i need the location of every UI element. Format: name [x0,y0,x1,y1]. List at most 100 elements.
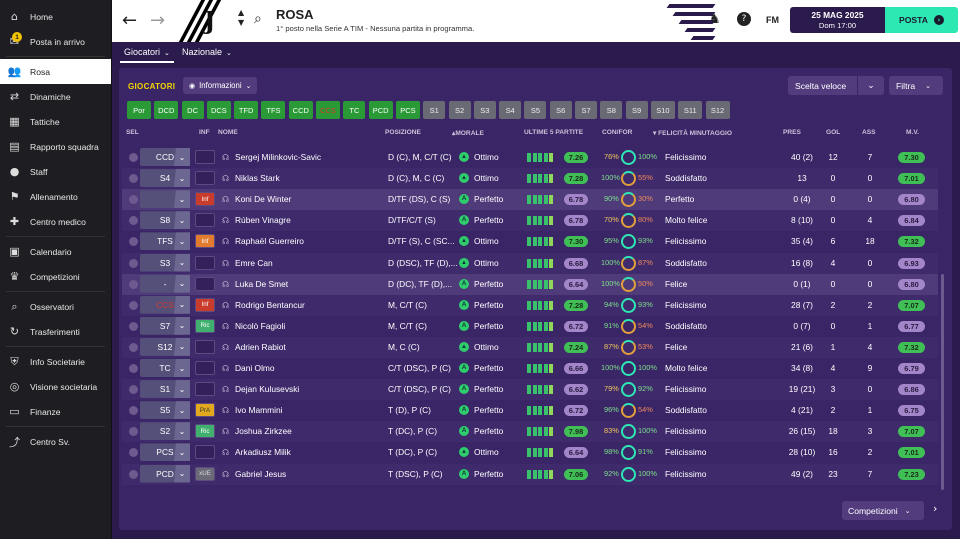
chevron-down-icon[interactable]: ⌄ [174,190,190,209]
club-badge-icon[interactable]: ♞ [709,12,721,27]
chevron-down-icon[interactable]: ⌄ [174,295,190,314]
position-filter-por[interactable]: Por [127,101,151,119]
position-filter-tfd[interactable]: TFD [234,101,259,119]
chevron-down-icon[interactable]: ⌄ [174,211,190,230]
col-ass[interactable]: ASS [862,129,876,136]
player-name[interactable]: Gabriel Jesus [235,468,287,479]
position-filter-s9[interactable]: S9 [625,101,648,119]
position-filter-s11[interactable]: S11 [678,101,703,119]
select-radio[interactable] [129,385,138,395]
sidebar-item-calendario[interactable]: ▣ Calendario [0,239,111,264]
filter-button[interactable]: Filtra ⌄ [889,76,943,95]
help-icon[interactable]: ? [737,12,751,26]
player-name[interactable]: Nicolò Fagioli [235,320,286,331]
table-row[interactable]: S5 ⌄ PrA ☊ Ivo Mammini T (D), P (C) A Perfetto 6… [122,400,938,421]
sidebar-item-allenamento[interactable]: ⚑ Allenamento [0,184,111,209]
position-filter-s6[interactable]: S6 [549,101,572,119]
table-row[interactable]: S3 ⌄ ☊ Emre Can D (DSC), TF (D),... ▲ Ottimo 6.… [122,252,938,274]
select-radio[interactable] [129,153,138,162]
select-radio[interactable] [129,342,138,352]
posta-button[interactable]: POSTA › [885,7,958,33]
sidebar-item-competizioni[interactable]: ♛ Competizioni [0,264,111,289]
chevron-down-icon[interactable]: ⌄ [174,232,190,251]
player-name[interactable]: Koni De Winter [235,194,292,205]
info-view-dropdown[interactable]: ◉ Informazioni ⌄ [183,77,258,94]
sidebar-item-centro-sv-[interactable]: ⤴ Centro Sv. [0,429,111,454]
sidebar-item-rapporto-squadra[interactable]: ▤ Rapporto squadra [0,134,111,159]
forward-arrow-icon[interactable]: → [150,10,166,31]
player-name[interactable]: Luka De Smet [235,278,289,289]
position-filter-s4[interactable]: S4 [499,101,522,119]
select-radio[interactable] [129,258,138,268]
table-row[interactable]: PCD ⌄ xUE ☊ Gabriel Jesus T (DSC), P (C) A Perf… [122,463,938,485]
select-radio[interactable] [129,321,138,331]
search-icon[interactable]: ⌕ [254,11,262,27]
sidebar-item-home[interactable]: ⌂ Home [0,4,111,29]
position-filter-s3[interactable]: S3 [473,101,496,119]
back-arrow-icon[interactable]: ← [122,10,138,31]
chevron-down-icon[interactable]: ⌄ [174,169,190,188]
scrollbar[interactable] [941,274,944,490]
chevron-down-icon[interactable]: ⌄ [174,380,190,399]
col-sel[interactable]: SEL [126,129,139,136]
table-row[interactable]: TC ⌄ ☊ Dani Olmo C/T (DSC), P (C) A Perfetto 6.… [122,358,938,379]
select-radio[interactable] [129,300,138,310]
col-felicita[interactable]: ▾ FELICITÀ MINUTAGGIO [653,130,733,137]
position-filter-tc[interactable]: TC [343,101,366,119]
col-nome[interactable]: NOME [218,129,238,136]
select-radio[interactable] [129,174,138,184]
sidebar-item-centro-medico[interactable]: ✚ Centro medico [0,209,111,234]
position-filter-pcd[interactable]: PCD [368,101,393,119]
chevron-down-icon[interactable]: ⌄ [174,316,190,335]
select-radio[interactable] [129,279,138,289]
competizioni-dropdown[interactable]: Competizioni ⌄ [842,501,924,520]
position-filter-s2[interactable]: S2 [448,101,471,119]
col-inf[interactable]: INF [199,129,210,136]
table-row[interactable]: S4 ⌄ ☊ Niklas Stark D (C), M, C (C) ▲ Ottimo 7.… [122,168,938,190]
table-row[interactable]: S8 ⌄ ☊ Rúben Vinagre D/TF/C/T (S) A Perfetto 6.… [122,210,938,232]
table-row[interactable]: PCS ⌄ ☊ Arkadiusz Milik T (DC), P (C) ▲ Ottimo… [122,442,938,463]
sidebar-item-visione-societaria[interactable]: ◎ Visione societaria [0,374,111,399]
tab-giocatori[interactable]: Giocatori ⌄ [120,47,174,63]
position-filter-tfs[interactable]: TFS [261,101,286,119]
table-row[interactable]: ⌄ Inf ☊ Koni De Winter D/TF (DS), C (S) A Perf… [122,189,938,211]
select-radio[interactable] [129,427,138,437]
select-radio[interactable] [129,216,138,226]
position-filter-s5[interactable]: S5 [524,101,547,119]
select-radio[interactable] [129,448,138,458]
position-filter-dcd[interactable]: DCD [154,101,179,119]
chevron-down-icon[interactable]: ⌄ [174,148,190,166]
chevron-down-icon[interactable]: ⌄ [174,337,190,356]
table-row[interactable]: S2 ⌄ Ric ☊ Joshua Zirkzee T (DC), P (C) A Perfe… [122,421,938,443]
chevron-down-icon[interactable]: ⌄ [174,401,190,420]
position-filter-s8[interactable]: S8 [600,101,623,119]
select-radio[interactable] [129,195,138,205]
sidebar-item-staff[interactable]: ● Staff [0,159,111,184]
position-filter-s10[interactable]: S10 [650,101,675,119]
col-gol[interactable]: GOL [826,129,841,136]
chevron-down-icon[interactable]: ⌄ [174,464,190,483]
sidebar-item-dinamiche[interactable]: ⇄ Dinamiche [0,84,111,109]
col-mv[interactable]: M.V. [906,129,919,136]
position-filter-s1[interactable]: S1 [423,101,446,119]
col-morale[interactable]: ▴MORALE [452,130,484,137]
player-name[interactable]: Sergej Milinkovic-Savic [235,152,322,162]
player-name[interactable]: Dani Olmo [235,363,275,373]
player-name[interactable]: Rodrigo Bentancur [235,299,305,310]
position-filter-pcs[interactable]: PCS [395,101,420,119]
table-row[interactable]: CCD ⌄ ☊ Sergej Milinkovic-Savic D (C), M, C/… [122,147,938,168]
player-name[interactable]: Arkadiusz Milik [235,447,291,458]
chevron-down-icon[interactable]: ⌄ [174,253,190,272]
position-filter-ccd[interactable]: CCD [288,101,313,119]
chevron-down-icon[interactable]: ⌄ [174,274,190,293]
chevron-down-icon[interactable]: ⌄ [858,76,884,95]
position-filter-s12[interactable]: S12 [705,101,730,119]
table-row[interactable]: S7 ⌄ Ric ☊ Nicolò Fagioli M, C/T (C) A Perfetto… [122,316,938,337]
col-pres[interactable]: PRES [783,129,801,136]
col-posizione[interactable]: POSIZIONE [385,129,421,136]
tab-nazionale[interactable]: Nazionale ⌄ [182,47,232,57]
position-filter-ccs[interactable]: CCS [316,101,341,119]
player-name[interactable]: Ivo Mammini [235,405,283,416]
date-box[interactable]: 25 MAG 2025 Dom 17:00 [790,7,885,33]
